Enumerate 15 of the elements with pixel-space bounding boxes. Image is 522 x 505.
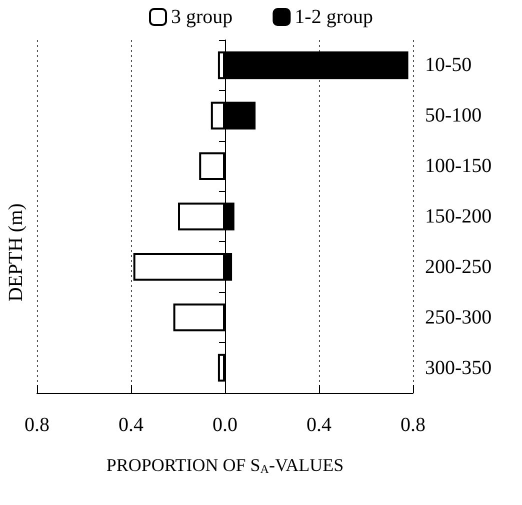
y-axis-title: DEPTH (m) [5,203,27,302]
y-tick-label: 200-250 [425,256,492,278]
x-tick-label: 0.8 [24,414,50,436]
x-tick-label: 0.0 [212,414,238,436]
y-tick-label: 250-300 [425,306,492,328]
y-tick-label: 50-100 [425,104,482,127]
x-tick-label: 0.4 [306,414,332,436]
legend-label: 1-2 group [294,6,373,28]
legend-label: 3 group [171,6,233,28]
y-tick-label: 100-150 [425,155,492,178]
y-tick-label: 150-200 [425,206,492,228]
x-tick-label: 0.8 [400,414,426,436]
y-tick-label: 300-350 [425,356,492,379]
y-tick-label: 10-50 [425,54,472,76]
x-tick-label: 0.4 [118,414,144,436]
